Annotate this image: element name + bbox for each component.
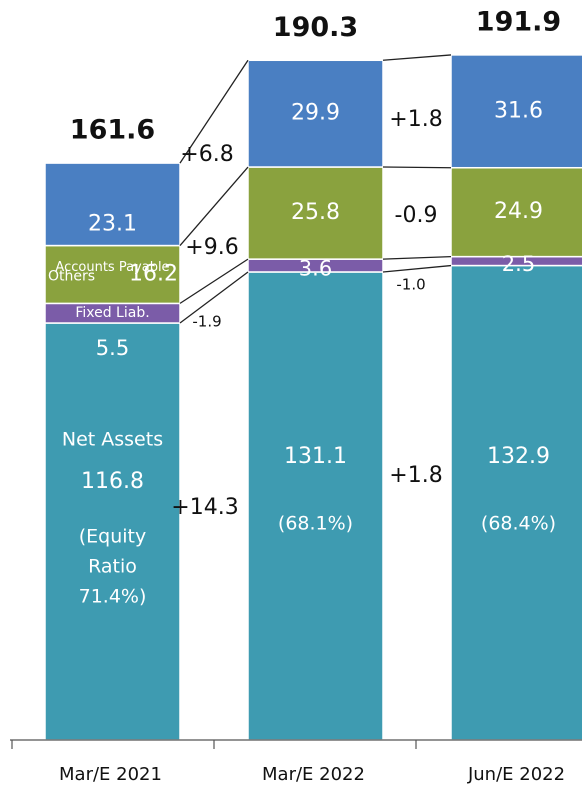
series-name: Fixed Liab. [75, 305, 149, 321]
value-label: 25.8 [291, 200, 340, 225]
change-label: +1.8 [389, 107, 442, 132]
equity-ratio: 71.4%) [79, 586, 147, 608]
equity-ratio: (Equity [79, 526, 147, 548]
equity-ratio: Ratio [88, 556, 137, 578]
bar-segment [450, 54, 582, 169]
bar-segment [247, 271, 384, 741]
change-label: -1.9 [192, 313, 221, 331]
bar-segment [44, 162, 181, 247]
x-tick-label: Mar/E 2021 [59, 764, 162, 785]
value-label: 16.2 [129, 261, 178, 286]
series-name: Others [48, 268, 95, 284]
series-name: Accounts Payable [55, 260, 169, 275]
value-label: 24.9 [494, 199, 543, 224]
value-label: 23.1 [88, 211, 137, 236]
total-label: 190.3 [273, 12, 358, 43]
change-label: +6.8 [180, 142, 233, 167]
change-label: -0.9 [395, 203, 438, 228]
change-label: -1.0 [396, 276, 425, 294]
connector [382, 264, 452, 273]
value-label: 116.8 [81, 469, 144, 494]
value-label: 3.6 [299, 257, 332, 281]
change-label: +14.3 [171, 495, 238, 520]
connector [179, 258, 249, 304]
bar-segment [450, 264, 582, 741]
bar-segment [44, 322, 181, 741]
value-label: 5.5 [96, 336, 129, 360]
x-tick-label: Jun/E 2022 [467, 764, 565, 785]
total-label: 161.6 [70, 115, 155, 146]
total-label: 191.9 [476, 6, 561, 37]
connector [382, 255, 452, 260]
connector [382, 166, 452, 169]
value-label: 131.1 [284, 444, 347, 469]
equity-ratio: (68.4%) [481, 513, 556, 535]
value-label: 31.6 [494, 98, 543, 123]
change-label: +9.6 [185, 235, 238, 260]
bar-segment [247, 59, 384, 168]
connector [179, 166, 249, 246]
connector [179, 59, 249, 164]
connector [382, 54, 452, 61]
change-label: +1.8 [389, 463, 442, 488]
value-label: 2.5 [502, 252, 535, 276]
value-label: 29.9 [291, 101, 340, 126]
value-label: 132.9 [487, 444, 550, 469]
equity-ratio: (68.1%) [278, 513, 353, 535]
connector [179, 271, 249, 324]
series-name: Net Assets [62, 429, 163, 451]
x-tick-label: Mar/E 2022 [262, 764, 365, 785]
